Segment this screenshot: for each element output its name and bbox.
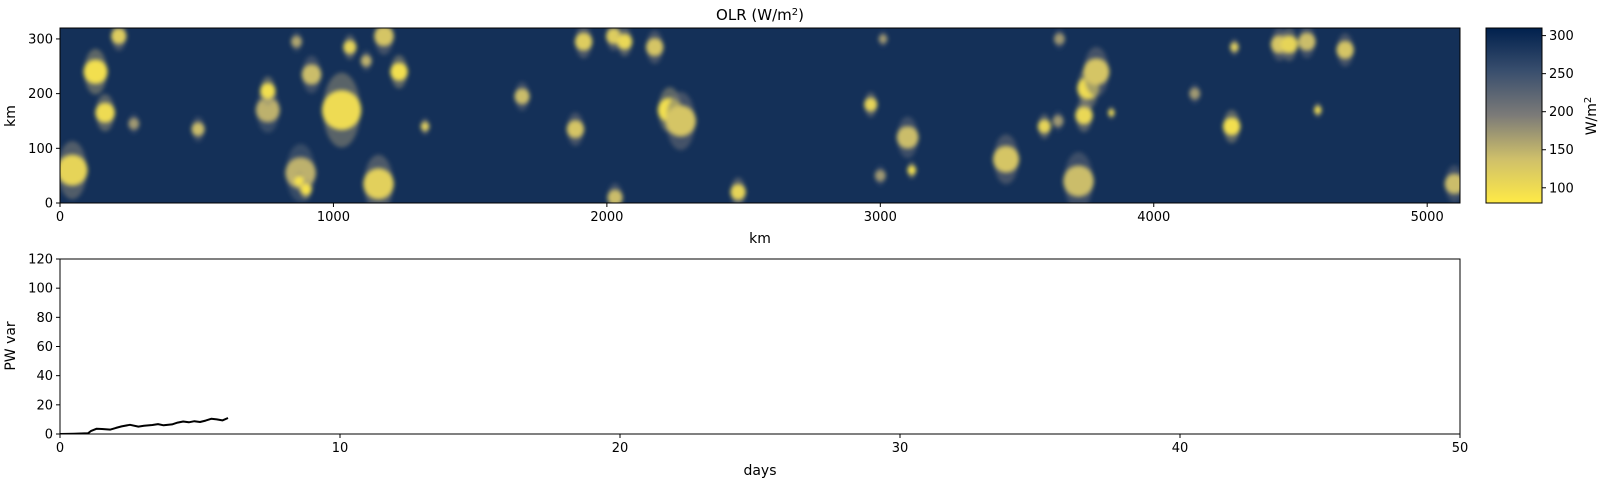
heatmap-ylabel: km xyxy=(3,105,19,127)
y-tick-label: 300 xyxy=(28,32,53,47)
convective-cell xyxy=(1075,106,1093,125)
olr-heatmap-panel: OLR (W/m2) 0 1000 2000 3000 4000 5000 0 100 200… xyxy=(3,6,1600,247)
x-tick-label: 40 xyxy=(1172,441,1189,456)
convective-cell xyxy=(607,189,623,203)
y-tick-label: 200 xyxy=(28,87,53,102)
convective-cell xyxy=(1037,119,1051,133)
convective-cell xyxy=(896,126,919,149)
heatmap-frame xyxy=(59,27,1461,204)
colorbar-tick-label: 100 xyxy=(1549,181,1574,196)
line-y-ticks: 0 20 40 60 80 100 120 xyxy=(28,253,60,443)
convective-cell xyxy=(420,122,430,131)
convective-cell xyxy=(645,38,664,56)
convective-cell xyxy=(360,55,372,67)
convective-cells xyxy=(60,28,1460,203)
convective-cell xyxy=(95,102,115,123)
x-tick-label: 50 xyxy=(1452,441,1469,456)
heatmap-x-ticks: 0 1000 2000 3000 4000 5000 xyxy=(56,203,1444,225)
x-tick-label: 30 xyxy=(892,441,909,456)
convective-cell xyxy=(730,184,746,200)
x-tick-label: 20 xyxy=(612,441,629,456)
convective-cell xyxy=(191,122,205,136)
x-tick-label: 0 xyxy=(56,441,64,456)
x-tick-label: 0 xyxy=(56,210,64,225)
convective-cell xyxy=(83,59,108,84)
x-tick-label: 2000 xyxy=(590,210,623,225)
convective-cell xyxy=(291,36,302,48)
convective-cell xyxy=(1280,35,1298,54)
convective-cell xyxy=(343,40,357,54)
x-tick-label: 1000 xyxy=(317,210,350,225)
convective-cell xyxy=(1230,42,1239,52)
convective-cell xyxy=(300,183,312,195)
colorbar-tick-label: 200 xyxy=(1549,105,1574,120)
convective-cell xyxy=(878,34,888,44)
colorbar: 100 150 200 250 300 W/m2 xyxy=(1485,27,1600,204)
convective-cell xyxy=(907,165,917,175)
convective-cell xyxy=(1313,106,1322,114)
convective-cell xyxy=(1083,58,1110,85)
colorbar-tick-label: 150 xyxy=(1549,143,1574,158)
colorbar-tick-label: 300 xyxy=(1549,29,1574,44)
convective-cell xyxy=(566,120,585,138)
convective-cell xyxy=(294,176,305,187)
convective-cell xyxy=(255,98,280,123)
heatmap-xlabel: km xyxy=(749,231,771,247)
line-ylabel: PW var xyxy=(3,321,19,371)
pw-var-series-line xyxy=(60,417,229,434)
convective-cell xyxy=(665,105,697,137)
convective-cell xyxy=(992,146,1020,173)
y-tick-label: 100 xyxy=(28,282,53,297)
heatmap-y-ticks: 0 100 200 300 xyxy=(28,32,60,212)
convective-cell xyxy=(514,88,530,105)
y-tick-label: 120 xyxy=(28,253,53,268)
colorbar-tick-label: 250 xyxy=(1549,67,1574,82)
y-tick-label: 20 xyxy=(36,398,53,413)
convective-cell xyxy=(128,118,140,130)
convective-cell xyxy=(363,168,394,200)
line-x-ticks: 0 10 20 30 40 50 xyxy=(56,434,1468,456)
y-tick-label: 40 xyxy=(36,369,53,384)
convective-cell xyxy=(301,64,322,85)
convective-cell xyxy=(1298,32,1316,51)
line-plot-frame xyxy=(59,258,1461,435)
convective-cell xyxy=(864,98,878,112)
convective-cell xyxy=(390,63,408,81)
convective-cell xyxy=(1053,33,1065,45)
convective-cell xyxy=(1052,115,1064,127)
y-tick-label: 100 xyxy=(28,142,53,157)
convective-cell xyxy=(1189,88,1201,100)
convective-cell xyxy=(1108,109,1115,117)
convective-cell xyxy=(1336,41,1354,59)
convective-cell xyxy=(616,34,633,50)
olr-title: OLR (W/m2) xyxy=(716,6,804,24)
y-tick-label: 80 xyxy=(36,311,53,326)
convective-cell xyxy=(574,32,593,51)
y-tick-label: 0 xyxy=(45,428,53,443)
pw-var-panel: 0 10 20 30 40 50 0 20 40 60 80 100 120 days PW var xyxy=(3,253,1468,480)
convective-cell xyxy=(1222,117,1241,136)
convective-cell xyxy=(260,83,276,99)
y-tick-label: 60 xyxy=(36,340,53,355)
x-tick-label: 5000 xyxy=(1411,210,1444,225)
x-tick-label: 3000 xyxy=(864,210,897,225)
convective-cell xyxy=(374,28,394,47)
x-tick-label: 4000 xyxy=(1137,210,1170,225)
convective-cell xyxy=(321,90,362,130)
colorbar-label: W/m2 xyxy=(1583,97,1600,136)
colorbar-gradient xyxy=(1485,27,1543,204)
x-tick-label: 10 xyxy=(332,441,349,456)
convective-cell xyxy=(874,170,886,182)
convective-cell xyxy=(1063,165,1094,197)
convective-cell xyxy=(111,28,127,44)
convective-cell xyxy=(60,154,88,186)
y-tick-label: 0 xyxy=(45,197,53,212)
line-xlabel: days xyxy=(743,463,776,479)
colorbar-ticks: 100 150 200 250 300 xyxy=(1542,29,1574,196)
convective-cell xyxy=(1444,174,1460,194)
